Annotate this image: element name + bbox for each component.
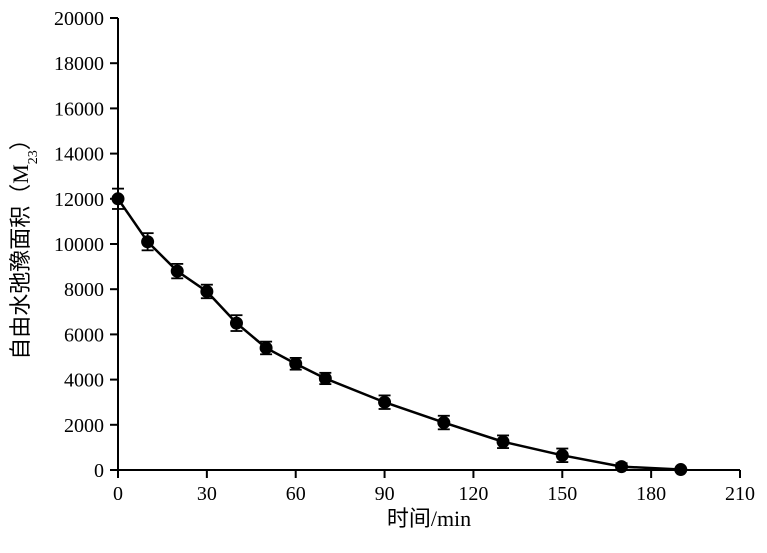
- svg-text:时间/min: 时间/min: [387, 506, 471, 531]
- decay-chart: 0 2000 4000 6000 8000 10000 12000 14000 16000 180…: [0, 0, 767, 553]
- svg-text:6000: 6000: [64, 324, 104, 346]
- svg-text:90: 90: [375, 483, 395, 505]
- svg-text:12000: 12000: [54, 189, 104, 211]
- svg-text:30: 30: [197, 483, 217, 505]
- svg-text:14000: 14000: [54, 144, 104, 166]
- svg-text:180: 180: [636, 483, 666, 505]
- chart-container: 0 2000 4000 6000 8000 10000 12000 14000 16000 180…: [0, 0, 767, 553]
- svg-text:4000: 4000: [64, 370, 104, 392]
- svg-text:0: 0: [113, 483, 123, 505]
- svg-text:60: 60: [286, 483, 306, 505]
- svg-text:16000: 16000: [54, 98, 104, 120]
- svg-text:2000: 2000: [64, 415, 104, 437]
- svg-text:8000: 8000: [64, 279, 104, 301]
- svg-text:10000: 10000: [54, 234, 104, 256]
- svg-text:自由水弛豫面积（M23）: 自由水弛豫面积（M23）: [8, 128, 41, 360]
- svg-text:120: 120: [458, 483, 488, 505]
- svg-text:18000: 18000: [54, 53, 104, 75]
- svg-text:210: 210: [725, 483, 755, 505]
- svg-text:150: 150: [547, 483, 577, 505]
- svg-text:20000: 20000: [54, 8, 104, 30]
- svg-text:0: 0: [94, 460, 104, 482]
